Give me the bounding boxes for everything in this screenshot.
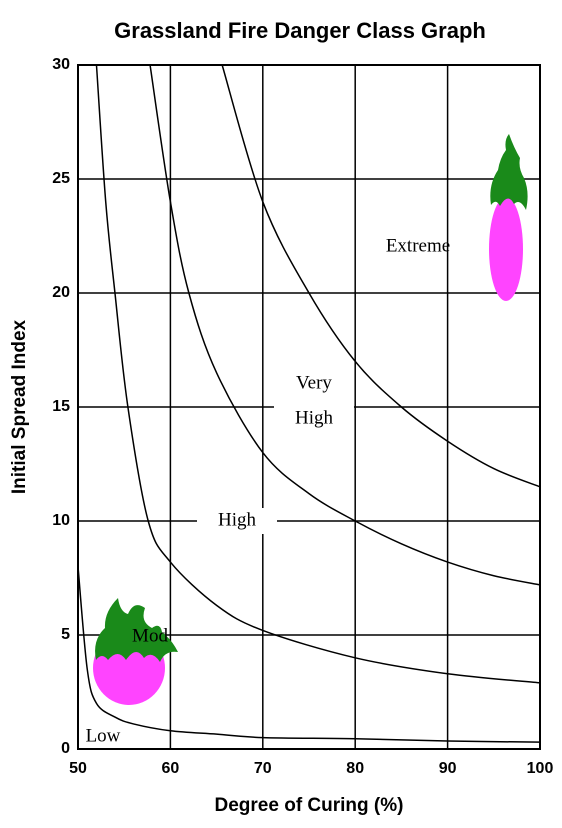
y-axis-label: Initial Spread Index xyxy=(9,319,30,494)
x-tick-label: 50 xyxy=(69,760,87,777)
annotation: High xyxy=(295,407,334,428)
y-tick-label: 5 xyxy=(61,626,70,643)
y-tick-label: 10 xyxy=(52,512,70,529)
flame-ball xyxy=(489,197,523,301)
y-tick-label: 15 xyxy=(52,398,70,415)
x-tick-label: 100 xyxy=(527,760,554,777)
x-axis-label: Degree of Curing (%) xyxy=(215,795,404,816)
annotation: Extreme xyxy=(386,235,450,256)
y-tick-label: 30 xyxy=(52,56,70,73)
x-tick-label: 70 xyxy=(254,760,272,777)
annotation: Very xyxy=(296,372,332,393)
chart-title: Grassland Fire Danger Class Graph xyxy=(114,18,486,43)
chart: Grassland Fire Danger Class Graph Degree… xyxy=(0,0,562,823)
annotation: Mod xyxy=(132,625,168,646)
curve xyxy=(150,65,540,585)
y-tick-label: 25 xyxy=(52,170,70,187)
x-tick-label: 90 xyxy=(439,760,457,777)
y-tick-label: 0 xyxy=(61,740,70,757)
x-tick-label: 80 xyxy=(346,760,364,777)
annotation: High xyxy=(218,509,257,530)
x-tick-label: 60 xyxy=(162,760,180,777)
annotation: Low xyxy=(86,725,121,746)
y-tick-label: 20 xyxy=(52,284,70,301)
